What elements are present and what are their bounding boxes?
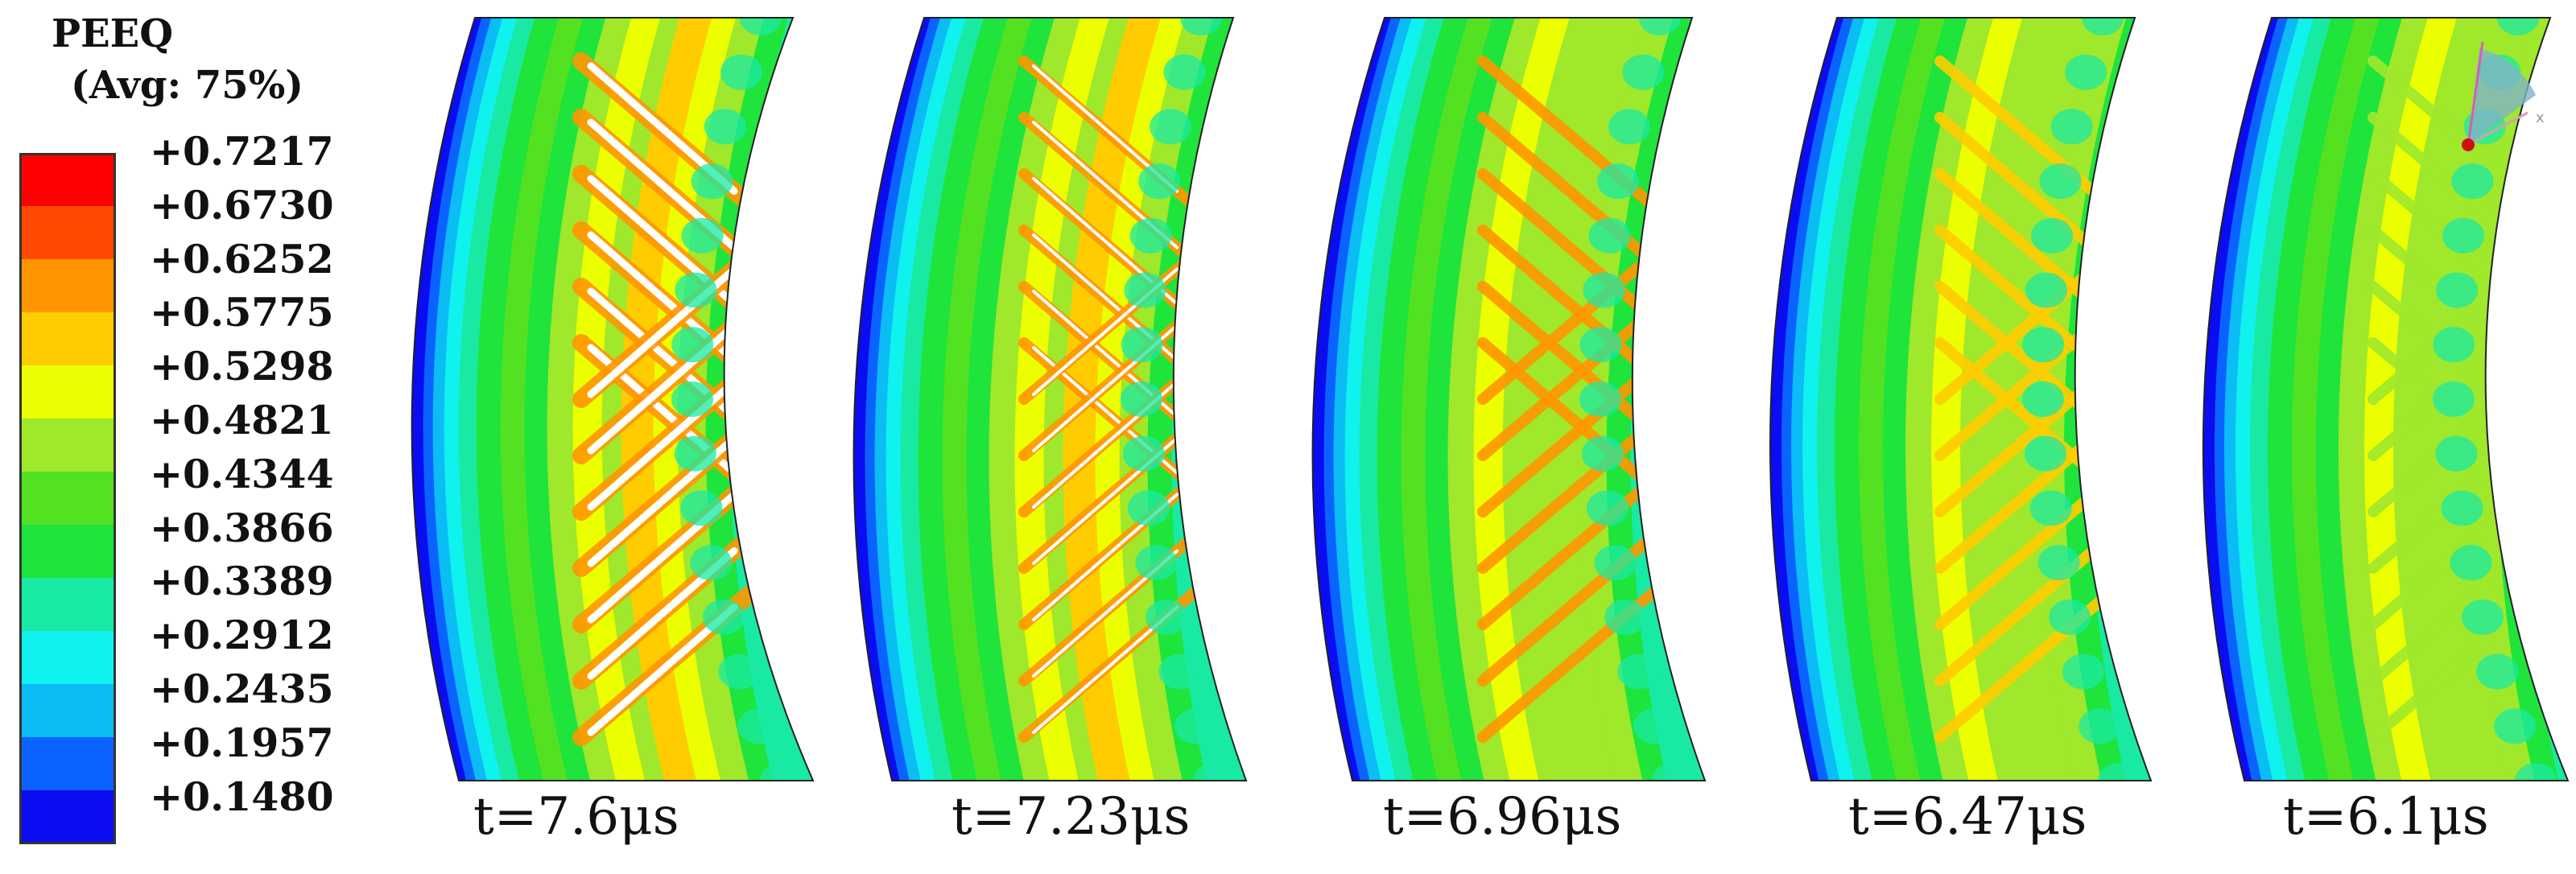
- legend-swatch: [19, 153, 116, 207]
- legend-label: +0.6252: [150, 235, 334, 282]
- panel-caption-1: t=7.6μs: [473, 787, 679, 847]
- panel-caption-2: t=7.23μs: [952, 787, 1191, 847]
- legend-swatch: [19, 418, 116, 472]
- legend-label: +0.3866: [150, 504, 334, 551]
- legend-swatch: [19, 312, 116, 366]
- legend-label: +0.2435: [150, 666, 334, 712]
- legend-swatch: [19, 365, 116, 419]
- contour-panel-1: [411, 17, 815, 781]
- legend-swatch: [19, 790, 116, 844]
- legend-title: PEEQ: [52, 11, 174, 56]
- legend-swatch: [19, 525, 116, 579]
- legend-color-bar: [19, 153, 116, 844]
- panel-caption-4: t=6.47μs: [1848, 787, 2087, 847]
- legend-swatch: [19, 259, 116, 313]
- legend-label: +0.4821: [150, 397, 334, 443]
- legend-swatch: [19, 472, 116, 526]
- legend-label: +0.1480: [150, 773, 334, 820]
- panel-caption-5: t=6.1μs: [2283, 787, 2489, 847]
- contour-panel-5: [2202, 17, 2570, 781]
- legend-swatch: [19, 684, 116, 738]
- legend-label: +0.6730: [150, 181, 334, 229]
- peeq-legend: PEEQ (Avg: 75%) +0.7217 +0.6730 +0.6252 +0.…: [0, 0, 419, 871]
- legend-swatch: [19, 206, 116, 260]
- legend-label: +0.2912: [150, 612, 334, 659]
- legend-label: +0.5775: [150, 289, 334, 336]
- coordinate-triad-icon: x: [2462, 41, 2545, 151]
- svg-text:x: x: [2536, 109, 2545, 126]
- legend-subtitle: (Avg: 75%): [71, 63, 304, 108]
- legend-swatch: [19, 737, 116, 791]
- legend-label: +0.3389: [150, 558, 334, 605]
- legend-label: +0.5298: [150, 343, 334, 390]
- legend-label: +0.4344: [150, 450, 334, 497]
- legend-label: +0.1957: [150, 719, 334, 766]
- contour-panel-2: [852, 17, 1248, 781]
- legend-swatch: [19, 631, 116, 685]
- panel-caption-3: t=6.96μs: [1383, 787, 1622, 847]
- legend-label: +0.7217: [150, 128, 334, 175]
- legend-swatch: [19, 578, 116, 632]
